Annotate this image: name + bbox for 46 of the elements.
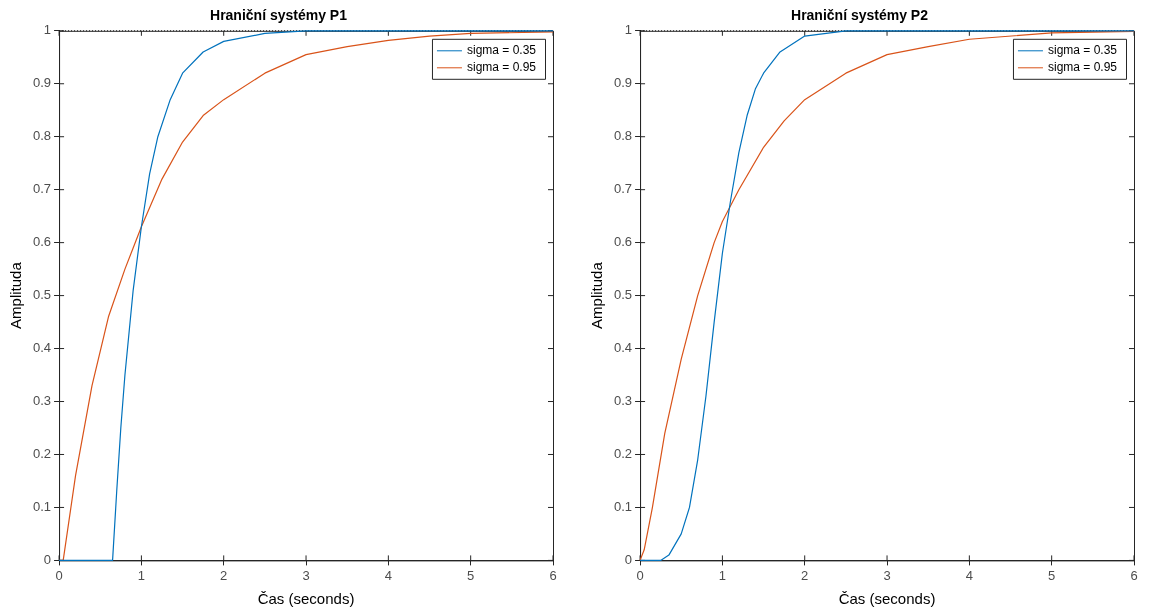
- y-tick-label: 1: [624, 22, 633, 38]
- x-tick-label: 5: [1048, 567, 1056, 583]
- x-tick-label: 1: [718, 567, 727, 583]
- chart-title: Hraniční systémy P2: [791, 7, 929, 24]
- y-tick-label: 0.8: [32, 128, 52, 144]
- x-axis-title: Čas (seconds): [257, 590, 355, 608]
- x-tick-label: 1: [137, 567, 146, 583]
- x-tick-label: 0: [636, 567, 644, 583]
- y-tick-label: 0: [43, 551, 52, 567]
- x-tick-label: 6: [549, 567, 557, 583]
- y-tick-label: 0.5: [32, 287, 52, 303]
- x-tick-label: 3: [883, 567, 891, 583]
- x-tick-label: 4: [384, 567, 392, 583]
- x-tick-label: 0: [55, 567, 63, 583]
- y-axis-title: Amplituda: [7, 261, 25, 329]
- y-tick-label: 0.4: [613, 340, 633, 356]
- y-tick-label: 0.6: [613, 234, 633, 250]
- y-tick-label: 0.6: [32, 234, 52, 250]
- chart-title: Hraniční systémy P1: [210, 7, 348, 24]
- y-axis-title: Amplituda: [588, 261, 606, 329]
- y-tick-label: 0.9: [32, 75, 52, 91]
- y-tick-label: 0.7: [613, 181, 633, 197]
- y-tick-label: 0.1: [613, 499, 633, 515]
- y-tick-label: 0.9: [613, 75, 633, 91]
- legend-label: sigma = 0.35: [466, 43, 537, 58]
- legend-label: sigma = 0.95: [466, 60, 537, 75]
- x-tick-label: 6: [1130, 567, 1138, 583]
- x-tick-label: 4: [965, 567, 973, 583]
- y-tick-label: 0.2: [613, 446, 633, 462]
- x-tick-label: 3: [302, 567, 310, 583]
- y-tick-label: 0.3: [613, 393, 633, 409]
- y-tick-label: 0.2: [32, 446, 52, 462]
- x-tick-label: 5: [467, 567, 475, 583]
- y-tick-label: 0.5: [613, 287, 633, 303]
- y-tick-label: 0: [624, 551, 633, 567]
- legend-label: sigma = 0.95: [1047, 60, 1118, 75]
- legend-label: sigma = 0.35: [1047, 43, 1118, 58]
- x-tick-label: 2: [220, 567, 228, 583]
- y-tick-label: 0.3: [32, 393, 52, 409]
- y-tick-label: 0.8: [613, 128, 633, 144]
- x-tick-label: 2: [801, 567, 809, 583]
- y-tick-label: 0.7: [32, 181, 52, 197]
- y-tick-label: 1: [43, 22, 52, 38]
- x-axis-title: Čas (seconds): [838, 590, 936, 608]
- y-tick-label: 0.4: [32, 340, 52, 356]
- y-tick-label: 0.1: [32, 499, 52, 515]
